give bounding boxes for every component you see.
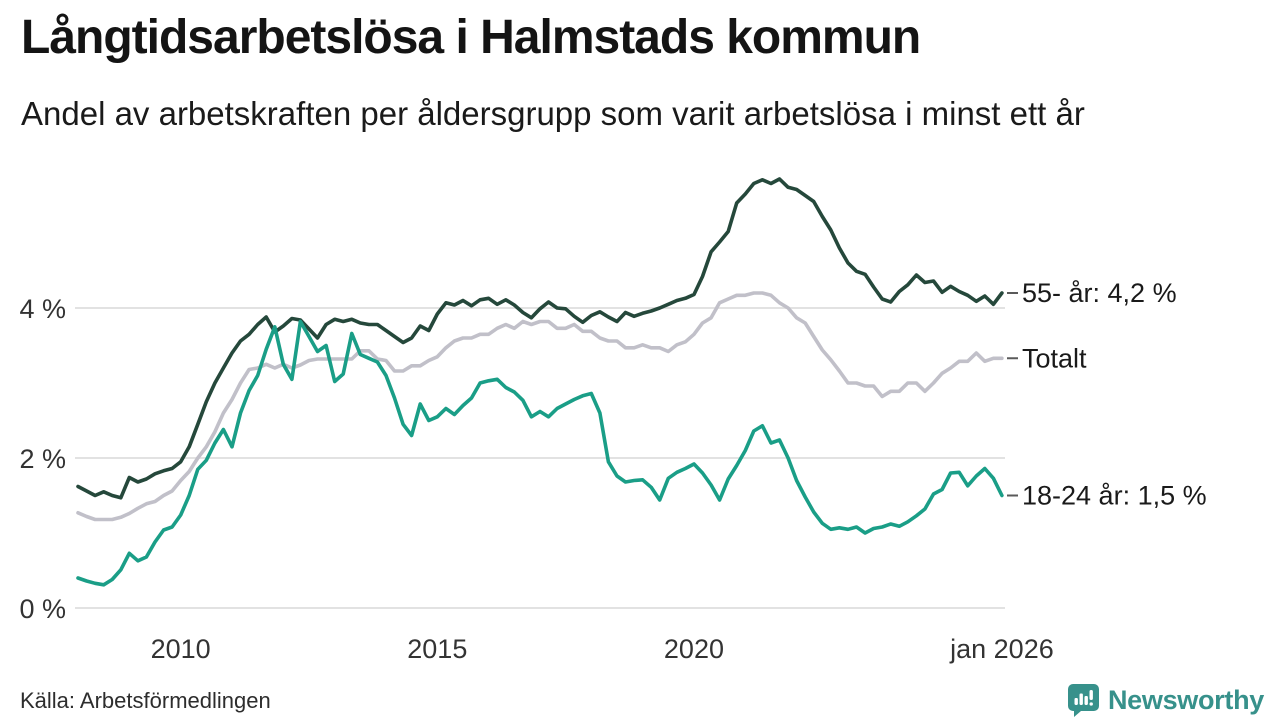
series-end-label-youth: 18-24 år: 1,5 % (1022, 481, 1207, 511)
newsworthy-icon (1067, 684, 1099, 717)
page-subtitle: Andel av arbetskraften per åldersgrupp s… (21, 95, 1085, 132)
series-line-youth (76, 319, 1004, 587)
source-note: Källa: Arbetsförmedlingen (20, 688, 271, 713)
y-axis-tick-label: 0 % (19, 594, 66, 624)
x-axis-tick-label: 2015 (407, 634, 467, 664)
y-axis-tick-label: 2 % (19, 444, 66, 474)
series-line-total (76, 291, 1004, 522)
series-end-label-total: Totalt (1022, 343, 1087, 373)
page-title: Långtidsarbetslösa i Halmstads kommun (21, 11, 921, 64)
y-axis-tick-label: 4 % (19, 294, 66, 324)
brand-name: Newsworthy (1107, 685, 1264, 715)
x-axis-tick-label: jan 2026 (949, 634, 1054, 664)
x-axis-tick-label: 2020 (664, 634, 724, 664)
series-line-55 (76, 177, 1004, 500)
series-end-label-55: 55- år: 4,2 % (1022, 278, 1177, 308)
brand-logo: Newsworthy (1067, 684, 1264, 717)
x-axis-tick-label: 2010 (151, 634, 211, 664)
